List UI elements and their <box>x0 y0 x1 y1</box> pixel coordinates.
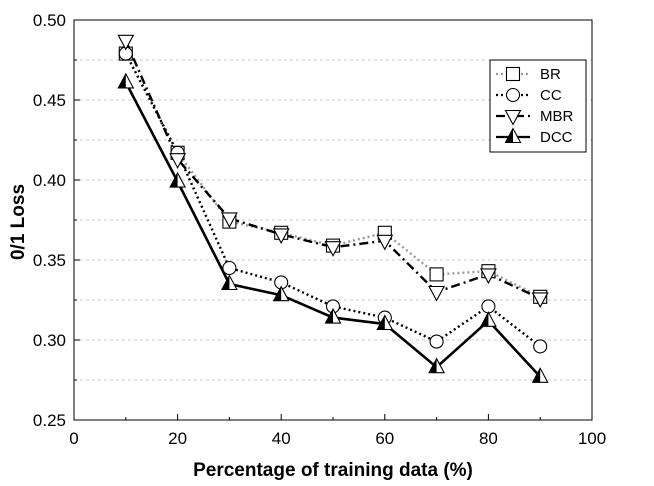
marker-cc <box>481 299 496 314</box>
x-tick-label: 80 <box>479 429 498 448</box>
y-tick-label: 0.35 <box>33 251 66 270</box>
marker-cc <box>222 260 237 276</box>
marker-br <box>429 267 444 282</box>
x-tick-label: 20 <box>168 429 187 448</box>
marker-dcc <box>117 72 135 89</box>
x-tick-label: 40 <box>272 429 291 448</box>
marker-mbr <box>220 212 238 229</box>
series-markers <box>117 34 549 383</box>
x-axis-title: Percentage of training data (%) <box>193 460 473 481</box>
y-tick-label: 0.30 <box>33 331 66 350</box>
legend-label: BR <box>540 66 561 83</box>
marker-mbr <box>324 241 342 257</box>
x-tick-label: 0 <box>69 429 78 448</box>
legend: BR CC MBR DCC <box>489 59 587 153</box>
x-tick-label: 100 <box>578 429 606 448</box>
marker-mbr <box>169 153 187 169</box>
legend-marker-br <box>505 66 521 82</box>
marker-mbr <box>428 285 446 302</box>
marker-dcc <box>376 314 394 331</box>
marker-mbr <box>531 292 549 309</box>
marker-dcc <box>531 367 549 383</box>
legend-marker-cc <box>505 87 521 103</box>
y-tick-label: 0.40 <box>33 171 66 190</box>
marker-dcc <box>479 311 497 327</box>
x-tick-label: 60 <box>375 429 394 448</box>
series-line-cc <box>124 53 541 348</box>
marker-cc <box>429 334 444 349</box>
series-line-mbr <box>124 40 541 300</box>
marker-dcc <box>169 171 187 188</box>
marker-dcc <box>272 285 290 302</box>
marker-dcc <box>220 274 238 291</box>
series-line-br <box>124 53 541 298</box>
marker-cc <box>533 339 548 354</box>
legend-label: MBR <box>540 108 574 125</box>
marker-mbr <box>376 234 394 251</box>
y-tick-label: 0.50 <box>33 11 66 30</box>
marker-dcc <box>324 307 342 324</box>
legend-marker-mbr <box>504 109 522 126</box>
y-tick-label: 0.25 <box>33 411 66 430</box>
series-line-dcc <box>124 81 542 378</box>
y-axis-title: 0/1 Loss <box>8 184 29 260</box>
series-lines <box>124 40 542 378</box>
marker-dcc <box>428 357 446 374</box>
legend-label: DCC <box>540 129 573 146</box>
y-tick-label: 0.45 <box>33 91 66 110</box>
axis-ticks: 0.25 0.30 0.35 0.40 0.45 0.50 0 20 40 60 80 100 <box>33 11 606 448</box>
marker-mbr <box>272 228 290 245</box>
gridlines <box>74 59 592 381</box>
marker-mbr <box>117 34 135 51</box>
marker-mbr <box>479 268 497 285</box>
legend-label: CC <box>540 87 562 104</box>
legend-marker-dcc <box>504 127 522 144</box>
